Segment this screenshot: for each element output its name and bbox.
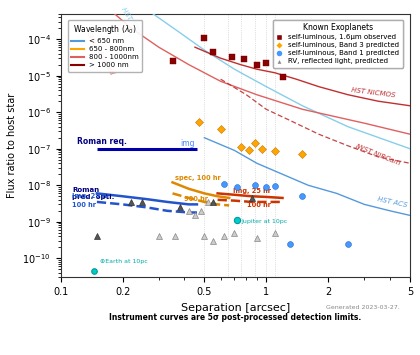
Text: 900 hr: 900 hr: [184, 196, 208, 202]
Text: Img, 25 hr: Img, 25 hr: [72, 193, 110, 199]
Text: JWST NIRCam: JWST NIRCam: [354, 143, 402, 166]
Text: 100 hr: 100 hr: [247, 202, 271, 208]
Text: spec, 100 hr: spec, 100 hr: [175, 175, 221, 181]
Text: Img, 25 hr: Img, 25 hr: [233, 188, 271, 194]
Text: Roman req.: Roman req.: [77, 137, 127, 146]
Text: 100 hr: 100 hr: [72, 202, 96, 208]
Text: Instrument curves are 5σ post-processed detection limits.: Instrument curves are 5σ post-processed …: [109, 313, 362, 322]
Text: HST STIS: HST STIS: [120, 7, 142, 37]
Text: HST NICMOS: HST NICMOS: [350, 87, 395, 98]
Text: Generated 2023-03-27.: Generated 2023-03-27.: [326, 305, 399, 310]
Legend: self-luminous, 1.6μm observed, self-luminous, Band 3 predicted, self-luminous, B: self-luminous, 1.6μm observed, self-lumi…: [273, 20, 403, 68]
Text: Jupiter at 10pc: Jupiter at 10pc: [242, 219, 288, 224]
Text: ⊕Earth at 10pc: ⊕Earth at 10pc: [100, 259, 147, 264]
X-axis label: Separation [arcsec]: Separation [arcsec]: [181, 303, 290, 313]
Y-axis label: Flux ratio to host star: Flux ratio to host star: [7, 93, 17, 198]
Text: img: img: [180, 140, 194, 148]
Text: Ground-based: Ground-based: [85, 31, 115, 77]
Text: HST ACS: HST ACS: [377, 196, 408, 208]
Text: Roman
pred. opti.: Roman pred. opti.: [72, 187, 115, 200]
